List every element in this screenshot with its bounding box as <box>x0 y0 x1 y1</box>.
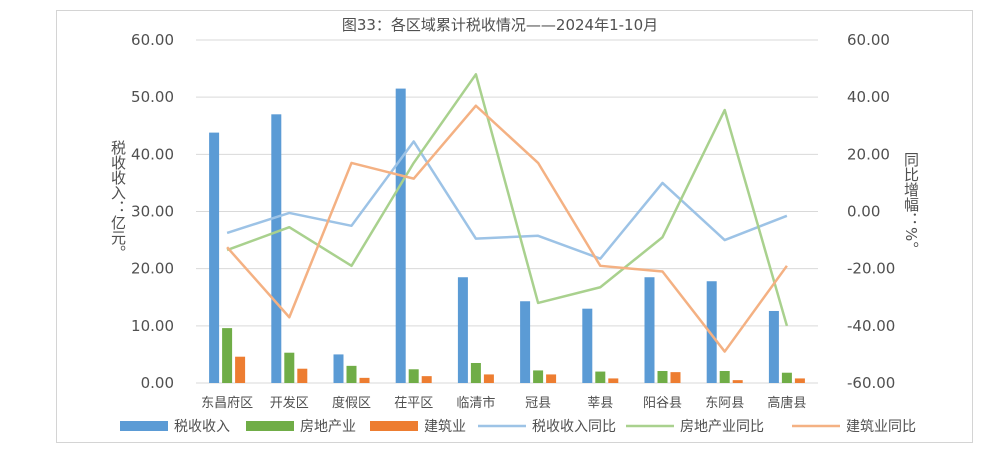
bar <box>209 132 220 383</box>
y-tick-label: 30.00 <box>131 203 174 221</box>
chart-title: 图33：各区域累计税收情况——2024年1-10月 <box>342 16 658 34</box>
legend: 税收收入 房地产业 建筑业 税收收入同比 房地产业同比 建筑业同比 <box>120 419 916 435</box>
bar <box>284 352 295 383</box>
bar <box>781 372 792 383</box>
y2-tick-label: 0.00 <box>847 203 880 221</box>
legend-label: 税收收入 <box>174 419 230 435</box>
x-tick-label: 莘县 <box>587 396 613 411</box>
bar <box>657 370 668 383</box>
bar <box>794 378 805 383</box>
y-tick-label: 0.00 <box>141 374 174 392</box>
x-tick-label: 高唐县 <box>767 395 806 411</box>
legend-label: 建筑业 <box>424 419 466 435</box>
bar <box>520 301 531 383</box>
bar <box>732 380 743 383</box>
legend-label: 房地产业同比 <box>680 419 764 435</box>
y2-tick-label: 60.00 <box>847 31 890 49</box>
bar <box>483 374 494 383</box>
bar <box>644 277 655 383</box>
legend-swatch <box>120 421 168 431</box>
y-tick-label: 60.00 <box>131 31 174 49</box>
bar <box>470 362 481 383</box>
bar <box>719 370 730 383</box>
lines <box>226 73 789 353</box>
bars <box>209 88 805 384</box>
bar <box>595 371 606 383</box>
bar <box>346 365 357 383</box>
bar <box>457 277 468 383</box>
bar <box>333 354 344 383</box>
bar <box>533 370 544 383</box>
x-tick-label: 度假区 <box>332 395 371 411</box>
y2-tick-label: 20.00 <box>847 145 890 163</box>
gridlines <box>196 39 818 384</box>
bar <box>421 376 432 383</box>
y-axis-left-title: 税收收入：亿元。 <box>109 140 127 260</box>
y-tick-label: 20.00 <box>131 260 174 278</box>
legend-label: 税收收入同比 <box>532 419 616 435</box>
y2-tick-label: -20.00 <box>847 260 895 278</box>
bar <box>768 310 779 383</box>
y-tick-label: 10.00 <box>131 317 174 335</box>
y-tick-label: 50.00 <box>131 88 174 106</box>
x-tick-label: 冠县 <box>525 396 551 411</box>
x-tick-label: 阳谷县 <box>643 396 682 411</box>
bar <box>670 372 681 383</box>
bar <box>395 88 406 383</box>
y-tick-label: 40.00 <box>131 145 174 163</box>
x-tick-label: 茌平区 <box>394 396 433 411</box>
y-axis-right-title: 同比增幅：%。 <box>902 152 920 256</box>
bar <box>297 368 308 383</box>
bar <box>359 377 370 383</box>
series-line <box>226 73 789 327</box>
series-line <box>226 104 788 353</box>
x-tick-label: 东阿县 <box>705 396 744 411</box>
bar <box>271 114 282 384</box>
y2-tick-label: 40.00 <box>847 88 890 106</box>
legend-swatch <box>370 421 418 431</box>
bar <box>408 369 419 383</box>
x-tick-label: 开发区 <box>270 395 309 411</box>
bar <box>608 378 619 383</box>
legend-label: 房地产业 <box>300 419 356 435</box>
series-line <box>226 140 788 260</box>
x-axis: 东昌府区 开发区 度假区 茌平区 临清市 冠县 莘县 阳谷县 东阿县 高唐县 <box>201 395 806 411</box>
bar <box>582 308 593 383</box>
y2-tick-label: -40.00 <box>847 317 895 335</box>
legend-swatch <box>246 421 294 431</box>
bar <box>546 374 557 383</box>
x-tick-label: 临清市 <box>456 395 495 411</box>
bar <box>706 281 717 383</box>
x-tick-label: 东昌府区 <box>201 396 253 411</box>
legend-label: 建筑业同比 <box>846 419 916 435</box>
y-axis-left: 0.00 10.00 20.00 30.00 40.00 50.00 60.00 <box>131 31 174 392</box>
y-axis-right: -60.00 -40.00 -20.00 0.00 20.00 40.00 60.00 <box>847 31 895 392</box>
bar <box>235 356 246 383</box>
bar <box>222 328 233 383</box>
y2-tick-label: -60.00 <box>847 374 895 392</box>
chart-frame <box>56 10 973 443</box>
